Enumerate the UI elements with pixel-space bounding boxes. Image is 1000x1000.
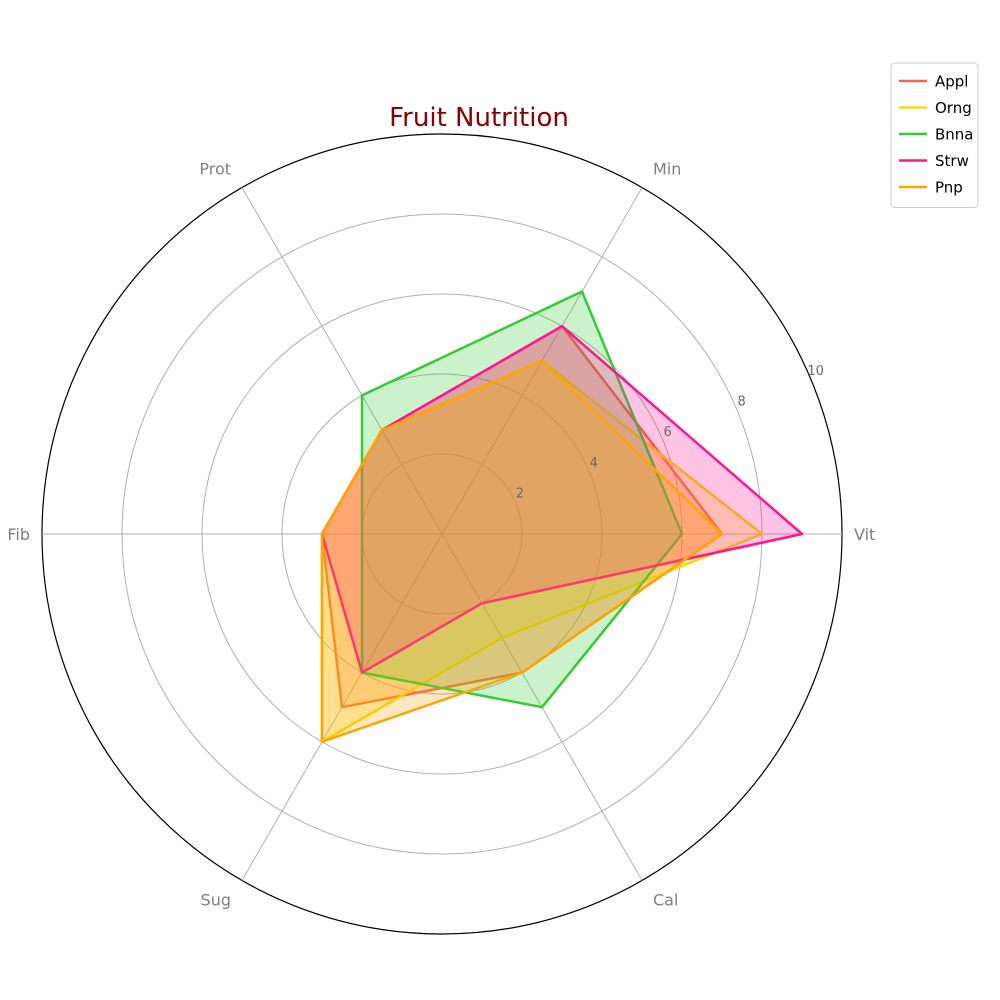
legend-label: Orng [935,99,972,117]
legend-label: Bnna [935,126,974,144]
tick-label: 6 [664,425,672,440]
axis-label: Prot [199,160,231,179]
axis-spoke [241,187,443,535]
legend-box [890,62,979,208]
axis-label: Min [653,160,681,179]
legend-label: Appl [935,73,968,91]
tick-label: 10 [807,364,824,379]
series-line [320,359,724,744]
series-line [360,290,684,709]
series-area [322,360,722,742]
legend-label: Pnp [935,179,963,197]
tick-label: 8 [737,395,745,410]
axis-labels: Vit Min Prot Fib Sug Cal [7,160,875,910]
axis-label: Cal [653,891,678,910]
series-layer [320,290,804,744]
series-area [322,326,802,673]
series-area [322,326,722,708]
legend: Appl Orng Bnna Strw Pnp [890,62,979,208]
legend-label: Strw [935,152,969,170]
chart-title: Fruit Nutrition [389,103,569,133]
series-area [322,360,762,742]
axis-label: Sug [201,891,231,910]
tick-labels: 2 4 6 8 10 [516,364,824,502]
tick-label: 4 [590,456,598,471]
axis-label: Vit [854,525,875,544]
axis-label: Fib [7,525,30,544]
tick-label: 2 [516,486,524,501]
